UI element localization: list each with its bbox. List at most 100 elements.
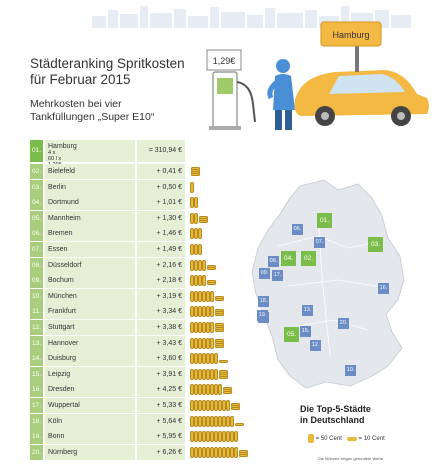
coin-10-icon: [215, 338, 224, 342]
city-name: München: [45, 288, 135, 304]
rank-badge: 20.: [30, 444, 43, 460]
coin-50-icon: [194, 275, 198, 287]
coin-50-icon: [194, 384, 198, 396]
coin-50-icon: [222, 446, 226, 458]
coin-50-icon: [206, 431, 210, 443]
coin-50-icon: [222, 400, 226, 411]
coin-50-icon: [190, 322, 194, 333]
coin-50-icon: [198, 275, 202, 287]
city-name: Essen: [45, 242, 135, 257]
city-name: Mannheim: [45, 210, 135, 226]
map-marker: 20.: [338, 318, 349, 329]
city-name: Nürnberg: [45, 444, 135, 460]
extra-cost-value: + 3,19 €: [137, 288, 185, 304]
coin-50-icon: [190, 181, 194, 193]
coin-50-icon: [190, 446, 194, 458]
coin-50-icon: [190, 384, 194, 396]
coin-50-icon: [230, 431, 234, 443]
coin-50-icon: [202, 322, 206, 333]
extra-cost-value: + 1,01 €: [137, 195, 185, 211]
city-name: Bonn: [45, 429, 135, 445]
extra-cost-value: + 3,91 €: [137, 366, 185, 382]
extra-cost-value: + 3,34 €: [137, 304, 185, 320]
coin-50-icon: [210, 290, 214, 302]
city-name: Berlin: [45, 179, 135, 195]
coin-50-icon: [308, 434, 314, 443]
extra-cost-value: + 2,18 €: [137, 273, 185, 289]
coin-legend: = 50 Cent = 10 Cent: [308, 434, 385, 443]
city-name: Stuttgart: [45, 320, 135, 335]
map-marker: 16.: [378, 283, 389, 294]
rank-badge: 11.: [30, 304, 43, 320]
base-city: Hamburg: [48, 143, 77, 150]
coin-50-icon: [218, 384, 222, 396]
coin-50-icon: [198, 368, 202, 380]
coin-10-icon: [223, 387, 232, 391]
coin-50-icon: [198, 337, 202, 349]
rank-badge: 02.: [30, 164, 43, 179]
extra-cost-value: + 5,95 €: [137, 429, 185, 445]
coin-50-icon: [190, 259, 194, 271]
rank-badge: 01.: [30, 140, 43, 162]
map-marker: 08.: [268, 256, 279, 267]
subtitle-line-2: Tankfüllungen „Super E10“: [30, 111, 155, 123]
coin-10-icon: [215, 323, 224, 326]
coin-50-icon: [194, 212, 198, 224]
city-name: Dortmund: [45, 195, 135, 211]
city-name: Dresden: [45, 382, 135, 398]
coin-50-icon: [226, 431, 230, 443]
map-marker: 03.: [368, 237, 383, 252]
coin-50-icon: [198, 306, 202, 318]
coin-50-icon: [198, 400, 202, 411]
extra-cost-value: + 0,50 €: [137, 179, 185, 195]
map-marker: 09.: [259, 268, 270, 279]
map-marker: 18.: [258, 296, 269, 307]
map-caption-line-2: in Deutschland: [300, 415, 365, 425]
coin-50-icon: [210, 353, 214, 365]
coin-50-icon: [206, 306, 210, 318]
coin-50-icon: [190, 400, 194, 411]
extra-cost-value: + 4,25 €: [137, 382, 185, 398]
extra-cost-value: + 3,60 €: [137, 351, 185, 367]
map-marker: 06.: [292, 224, 303, 235]
coin-50-icon: [194, 290, 198, 302]
coin-50-icon: [190, 431, 194, 443]
coin-10-icon: [346, 436, 357, 441]
coin-50-icon: [194, 415, 198, 427]
coin-50-icon: [202, 400, 206, 411]
coin-50-icon: [210, 368, 214, 380]
coin-50-icon: [230, 446, 234, 458]
coin-50-icon: [234, 446, 238, 458]
coin-50-icon: [194, 446, 198, 458]
extra-cost-value: + 2,16 €: [137, 257, 185, 273]
map-marker: 17.: [272, 270, 283, 281]
coin-50-icon: [202, 368, 206, 380]
base-value: = 310,94 €: [137, 140, 185, 162]
coin-50-icon: [210, 384, 214, 396]
coin-50-icon: [198, 259, 202, 271]
map-marker: 07.: [314, 237, 325, 248]
rank-badge: 07.: [30, 242, 43, 257]
coin-10-icon: [231, 403, 240, 406]
coin-50-icon: [202, 415, 206, 427]
coin-50-icon: [202, 290, 206, 302]
coin-50-icon: [202, 431, 206, 443]
coin-50-icon: [206, 337, 210, 349]
coin-50-icon: [198, 431, 202, 443]
coin-50-icon: [194, 244, 198, 255]
city-name: Leipzig: [45, 366, 135, 382]
coin-50-icon: [194, 197, 198, 209]
coin-50-icon: [214, 353, 218, 365]
coin-50-icon: [190, 306, 194, 318]
coin-50-icon: [214, 446, 218, 458]
extra-cost-value: + 5,64 €: [137, 413, 185, 429]
coin-50-icon: [218, 431, 222, 443]
rank-badge: 10.: [30, 288, 43, 304]
coin-50-icon: [194, 368, 198, 380]
coin-50-icon: [198, 228, 202, 240]
coin-50-icon: [206, 322, 210, 333]
coin-10-icon: [215, 309, 224, 313]
coin-10-icon: [207, 280, 216, 284]
coin-50-icon: [226, 446, 230, 458]
coin-50-icon: [218, 446, 222, 458]
